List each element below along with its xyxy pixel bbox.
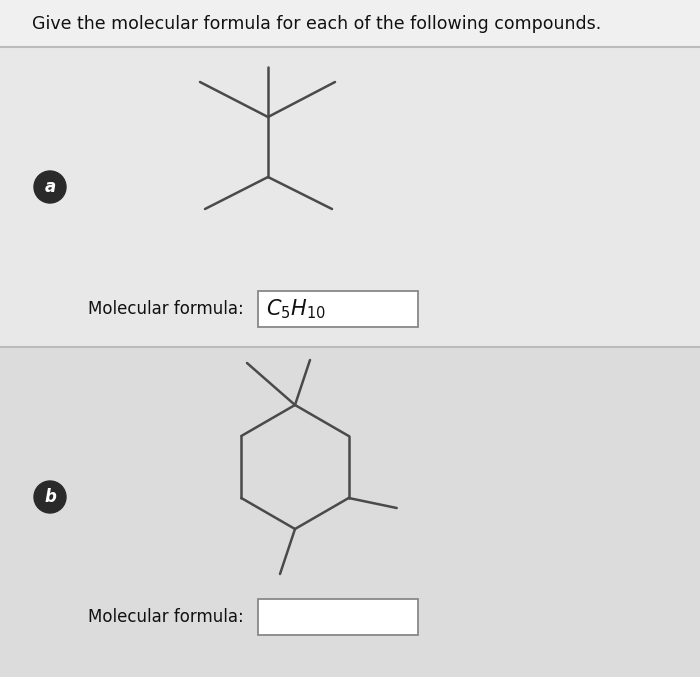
- Text: a: a: [44, 178, 55, 196]
- FancyBboxPatch shape: [0, 0, 700, 47]
- Circle shape: [34, 171, 66, 203]
- FancyBboxPatch shape: [0, 347, 700, 677]
- Text: Molecular formula:: Molecular formula:: [88, 300, 244, 318]
- Text: Molecular formula:: Molecular formula:: [88, 608, 244, 626]
- FancyBboxPatch shape: [0, 47, 700, 347]
- FancyBboxPatch shape: [258, 599, 418, 635]
- FancyBboxPatch shape: [258, 291, 418, 327]
- Circle shape: [34, 481, 66, 513]
- Text: b: b: [44, 488, 56, 506]
- Text: Give the molecular formula for each of the following compounds.: Give the molecular formula for each of t…: [32, 15, 601, 33]
- Text: $C_5H_{10}$: $C_5H_{10}$: [266, 297, 326, 321]
